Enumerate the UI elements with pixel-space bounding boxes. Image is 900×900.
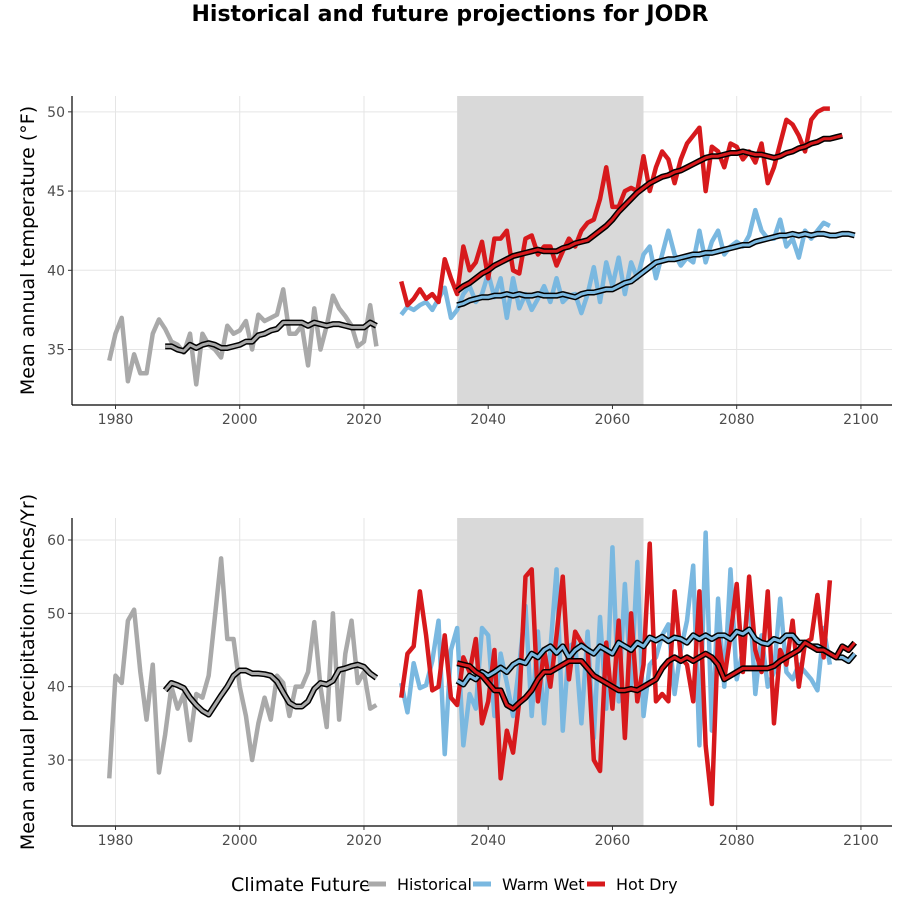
legend-label: Warm Wet bbox=[502, 875, 585, 894]
x-tick-label: 1980 bbox=[98, 833, 134, 849]
x-tick-label: 2060 bbox=[595, 833, 631, 849]
x-tick-label: 2060 bbox=[595, 412, 631, 428]
y-tick-label: 60 bbox=[47, 533, 65, 549]
series-line-historical bbox=[107, 556, 378, 779]
smoothed-line-warm_wet bbox=[456, 627, 856, 686]
y-axis-title: Mean annual temperature (°F) bbox=[17, 106, 39, 395]
smoothed-line-historical bbox=[164, 663, 378, 717]
y-tick-label: 40 bbox=[47, 263, 65, 279]
x-tick-label: 2080 bbox=[719, 412, 755, 428]
y-tick-label: 30 bbox=[47, 753, 65, 769]
x-tick-label: 2040 bbox=[470, 412, 506, 428]
panel-precipitation: 1980 2000 2020 2040 2060 2080 2100 30 40 50 60 Mean… bbox=[17, 494, 892, 850]
y-tick-label: 35 bbox=[47, 343, 65, 359]
smoothed-line-hot_dry bbox=[456, 641, 856, 711]
x-tick-label: 2000 bbox=[222, 412, 258, 428]
series-line-historical bbox=[107, 287, 379, 387]
series-line-warm_wet bbox=[399, 207, 831, 321]
y-axis-title: Mean annual precipitation (inches/Yr) bbox=[17, 494, 39, 850]
x-tick-label: 2020 bbox=[346, 412, 382, 428]
y-tick-label: 50 bbox=[47, 606, 65, 622]
chart-title: Historical and future projections for JO… bbox=[192, 2, 709, 27]
y-tick-label: 50 bbox=[47, 105, 65, 121]
legend-label: Historical bbox=[397, 875, 472, 894]
smoothed-line-hot_dry bbox=[456, 134, 843, 293]
legend-item-warm-wet: Warm Wet bbox=[473, 875, 585, 894]
x-tick-label: 2080 bbox=[719, 833, 755, 849]
panel-temperature: 1980 2000 2020 2040 2060 2080 2100 35 40 45 50 Mean… bbox=[17, 96, 892, 428]
x-tick-label: 2100 bbox=[843, 412, 879, 428]
x-tick-label: 2040 bbox=[470, 833, 506, 849]
legend-title: Climate Future bbox=[231, 874, 371, 896]
x-tick-label: 1980 bbox=[98, 412, 134, 428]
legend-item-historical: Historical bbox=[368, 875, 472, 894]
x-tick-label: 2000 bbox=[222, 833, 258, 849]
y-tick-label: 40 bbox=[47, 680, 65, 696]
x-tick-label: 2020 bbox=[346, 833, 382, 849]
legend-label: Hot Dry bbox=[616, 875, 678, 894]
smoothed-line-historical bbox=[165, 321, 378, 353]
legend: Climate Future Historical Warm Wet Hot Dry bbox=[231, 874, 678, 896]
legend-item-hot-dry: Hot Dry bbox=[587, 875, 678, 894]
x-tick-label: 2100 bbox=[843, 833, 879, 849]
series-line-hot_dry bbox=[399, 541, 833, 807]
y-tick-label: 45 bbox=[47, 184, 65, 200]
smoothed-line-warm_wet bbox=[456, 232, 856, 307]
